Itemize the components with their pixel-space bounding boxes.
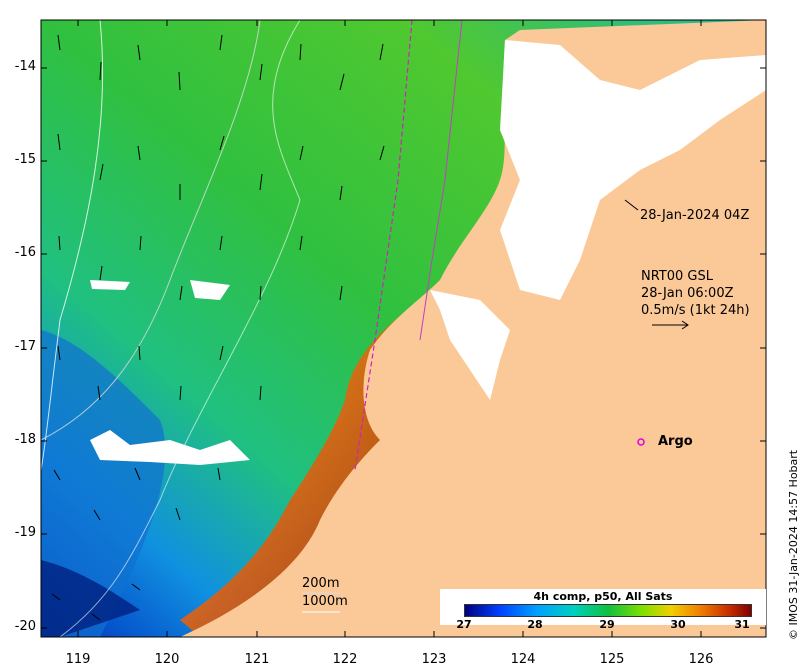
axis-ticks xyxy=(41,20,766,637)
y-tick-label: -17 xyxy=(14,339,36,354)
x-tick-label: 122 xyxy=(332,652,358,667)
contour-200m xyxy=(40,19,261,441)
cloud-mask-bay xyxy=(430,290,510,400)
contour-line xyxy=(59,19,301,638)
legend-tick-label: 29 xyxy=(599,618,615,631)
current-vectors xyxy=(51,34,385,621)
y-tick-label: -14 xyxy=(14,59,36,74)
nrt-time-label: 28-Jan 06:00Z xyxy=(641,286,734,301)
depth-1000-label: 1000m xyxy=(302,594,348,609)
contour-1000m xyxy=(40,19,104,471)
y-tick-label: -20 xyxy=(14,619,36,634)
legend-tick-label: 27 xyxy=(456,618,472,631)
y-tick-label: -19 xyxy=(14,525,36,540)
legend-title: 4h comp, p50, All Sats xyxy=(533,590,673,603)
nrt-scale-label: 0.5m/s (1kt 24h) xyxy=(641,303,750,318)
plot-frame xyxy=(40,19,767,638)
x-tick-label: 119 xyxy=(65,652,91,667)
coldest-water-region xyxy=(41,560,140,637)
y-tick-label: -16 xyxy=(14,245,36,260)
cloud-patch xyxy=(90,280,130,290)
x-tick-label: 124 xyxy=(510,652,536,667)
y-tick-label: -18 xyxy=(14,432,36,447)
cloud-mask-west xyxy=(90,430,250,465)
scale-arrow xyxy=(652,320,689,330)
legend-tick-label: 31 xyxy=(734,618,750,631)
depth-200-label: 200m xyxy=(302,576,340,591)
argo-label: Argo xyxy=(658,434,693,449)
sst-legend: 4h comp, p50, All Sats 27 28 29 30 31 xyxy=(440,589,766,631)
cool-water-region xyxy=(41,330,166,637)
x-tick-label: 121 xyxy=(244,652,270,667)
x-tick-label: 125 xyxy=(599,652,625,667)
argo-timestamp-label: 28-Jan-2024 04Z xyxy=(640,208,750,223)
cloud-mask-north xyxy=(500,40,766,300)
x-tick-label: 126 xyxy=(688,652,714,667)
legend-tick-label: 30 xyxy=(670,618,686,631)
track-line-1 xyxy=(354,19,413,471)
timestamp-pointer xyxy=(624,199,639,211)
x-tick-label: 123 xyxy=(421,652,447,667)
copyright-notice: © IMOS 31-Jan-2024 14:57 Hobart xyxy=(787,449,800,640)
sst-colorbar xyxy=(464,604,752,617)
argo-marker xyxy=(637,438,645,446)
nrt-title-label: NRT00 GSL xyxy=(641,269,713,284)
x-tick-label: 120 xyxy=(154,652,180,667)
legend-tick-label: 28 xyxy=(527,618,543,631)
cloud-patch xyxy=(190,280,230,300)
y-tick-label: -15 xyxy=(14,152,36,167)
track-line-2 xyxy=(419,19,463,341)
